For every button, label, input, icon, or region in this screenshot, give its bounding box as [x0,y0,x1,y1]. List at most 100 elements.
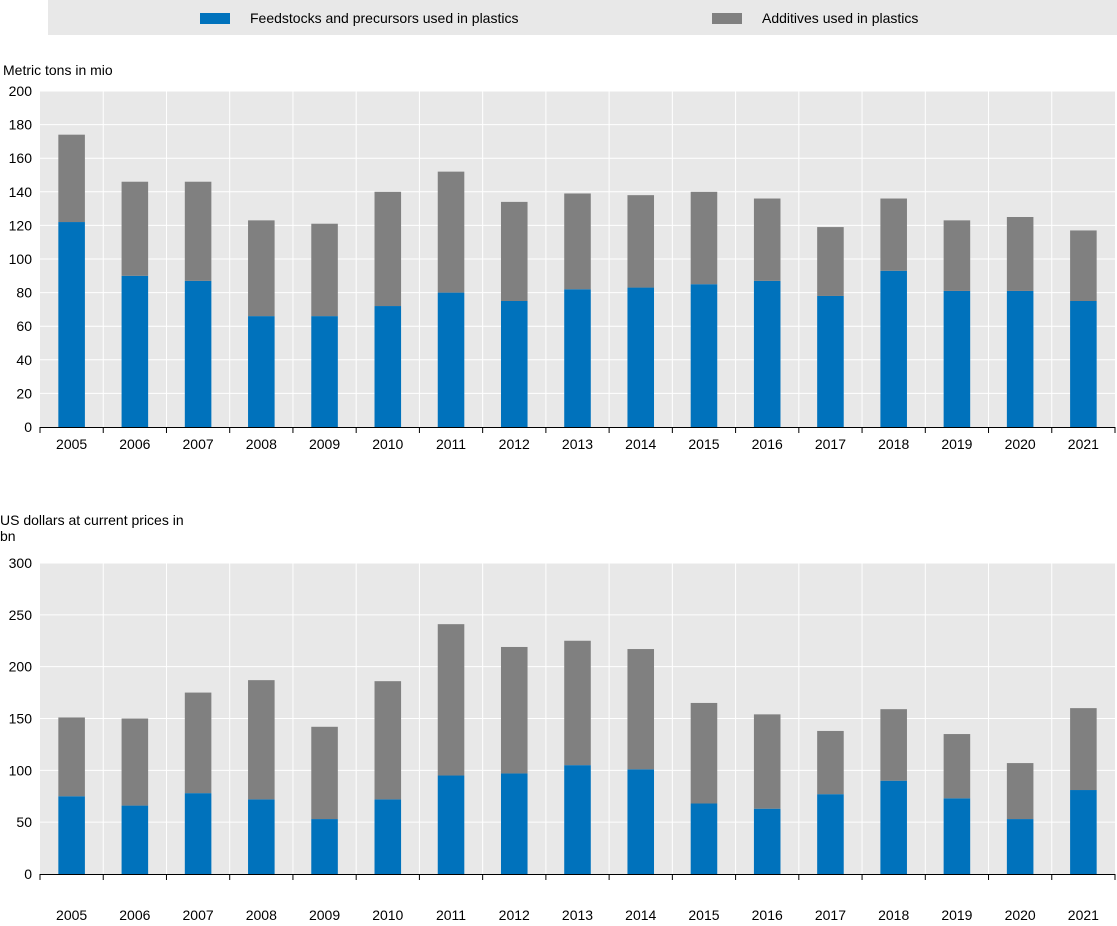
legend: Feedstocks and precursors used in plasti… [48,0,1117,35]
y-tick-label: 0 [24,419,32,435]
y-tick-label: 100 [9,762,33,778]
legend-swatch-additives [712,12,742,24]
x-tick-label: 2018 [878,436,909,452]
bar-additives [564,193,591,290]
bar-additives [437,171,465,293]
bar-feedstocks [817,794,844,874]
bar-feedstocks [943,798,971,874]
bar-additives [248,680,275,800]
y-tick-label: 80 [16,285,32,301]
bar-feedstocks [564,765,591,874]
x-tick-label: 2012 [499,907,530,923]
bar-feedstocks [121,275,149,427]
x-tick-label: 2014 [625,436,656,452]
x-tick-label: 2016 [752,907,783,923]
bar-feedstocks [690,803,718,874]
bar-additives [880,709,907,781]
bar-additives [817,730,844,795]
bar-feedstocks [880,270,907,427]
x-tick-label: 2006 [119,436,150,452]
x-tick-label: 2008 [246,907,277,923]
legend-label-feedstocks: Feedstocks and precursors used in plasti… [250,10,519,26]
bar-additives [1070,230,1097,301]
x-tick-label: 2019 [941,907,972,923]
y-tick-label: 140 [9,184,33,200]
bar-feedstocks [58,222,85,427]
bar-feedstocks [500,301,528,427]
x-tick-label: 2014 [625,907,656,923]
bar-feedstocks [943,290,971,427]
bar-additives [943,734,971,799]
x-tick-label: 2018 [878,907,909,923]
x-tick-label: 2005 [56,436,87,452]
bar-feedstocks [248,799,275,874]
bar-additives [627,649,655,770]
x-tick-label: 2020 [1005,436,1036,452]
bar-feedstocks [184,280,212,427]
bar-additives [817,227,844,296]
legend-item-additives: Additives used in plastics [712,10,918,26]
x-tick-label: 2013 [562,436,593,452]
x-tick-label: 2017 [815,907,846,923]
bar-additives [753,198,781,281]
bar-feedstocks [311,316,338,427]
y-tick-label: 120 [9,217,33,233]
bar-feedstocks [500,773,528,874]
y-tick-label: 200 [9,659,33,675]
bar-additives [437,624,465,776]
y-tick-label: 180 [9,117,33,133]
x-tick-label: 2010 [372,436,403,452]
bar-feedstocks [1070,790,1097,874]
x-tick-label: 2009 [309,436,340,452]
bar-feedstocks [437,775,465,874]
bar-additives [564,640,591,766]
bar-feedstocks [564,289,591,427]
bar-feedstocks [627,769,655,874]
bar-additives [311,726,338,820]
x-tick-label: 2012 [499,436,530,452]
y-axis-label: US dollars at current prices in bn [0,512,184,544]
bar-additives [58,134,85,223]
chart-volume-plot: 0 20 40 60 80 100 120 140 160 180 200 2005 2006 2007 2… [9,83,1116,452]
legend-swatch-feedstocks [200,12,230,24]
y-tick-label: 250 [9,607,33,623]
y-tick-label: 40 [16,352,32,368]
bar-additives [627,195,655,288]
x-tick-label: 2010 [372,907,403,923]
bar-feedstocks [1006,819,1034,874]
bar-additives [690,702,718,804]
bar-feedstocks [437,292,465,427]
x-tick-label: 2015 [688,907,719,923]
bar-feedstocks [184,793,212,874]
bar-feedstocks [753,280,781,427]
y-tick-label: 200 [9,83,33,99]
bar-additives [121,181,149,276]
bar-feedstocks [248,316,275,427]
x-tick-label: 2007 [183,907,214,923]
x-tick-label: 2016 [752,436,783,452]
bar-feedstocks [311,819,338,874]
x-tick-label: 2019 [941,436,972,452]
x-tick-label: 2020 [1005,907,1036,923]
x-tick-label: 2005 [56,907,87,923]
bar-feedstocks [374,799,402,874]
y-tick-label: 0 [24,866,32,882]
x-tick-label: 2006 [119,907,150,923]
y-tick-label: 60 [16,318,32,334]
y-tick-label: 150 [9,711,33,727]
bar-additives [1070,708,1097,791]
bar-additives [500,646,528,774]
bar-additives [500,201,528,301]
bar-additives [58,717,85,797]
legend-label-additives: Additives used in plastics [762,10,919,26]
y-tick-label: 300 [9,555,33,571]
bar-additives [121,718,149,806]
y-axis-label: Metric tons in mio [3,62,113,78]
x-tick-label: 2013 [562,907,593,923]
bar-additives [690,191,718,285]
x-tick-label: 2021 [1068,436,1099,452]
x-tick-label: 2007 [183,436,214,452]
y-tick-label: 160 [9,150,33,166]
bar-additives [374,191,402,307]
bar-additives [1006,763,1034,820]
